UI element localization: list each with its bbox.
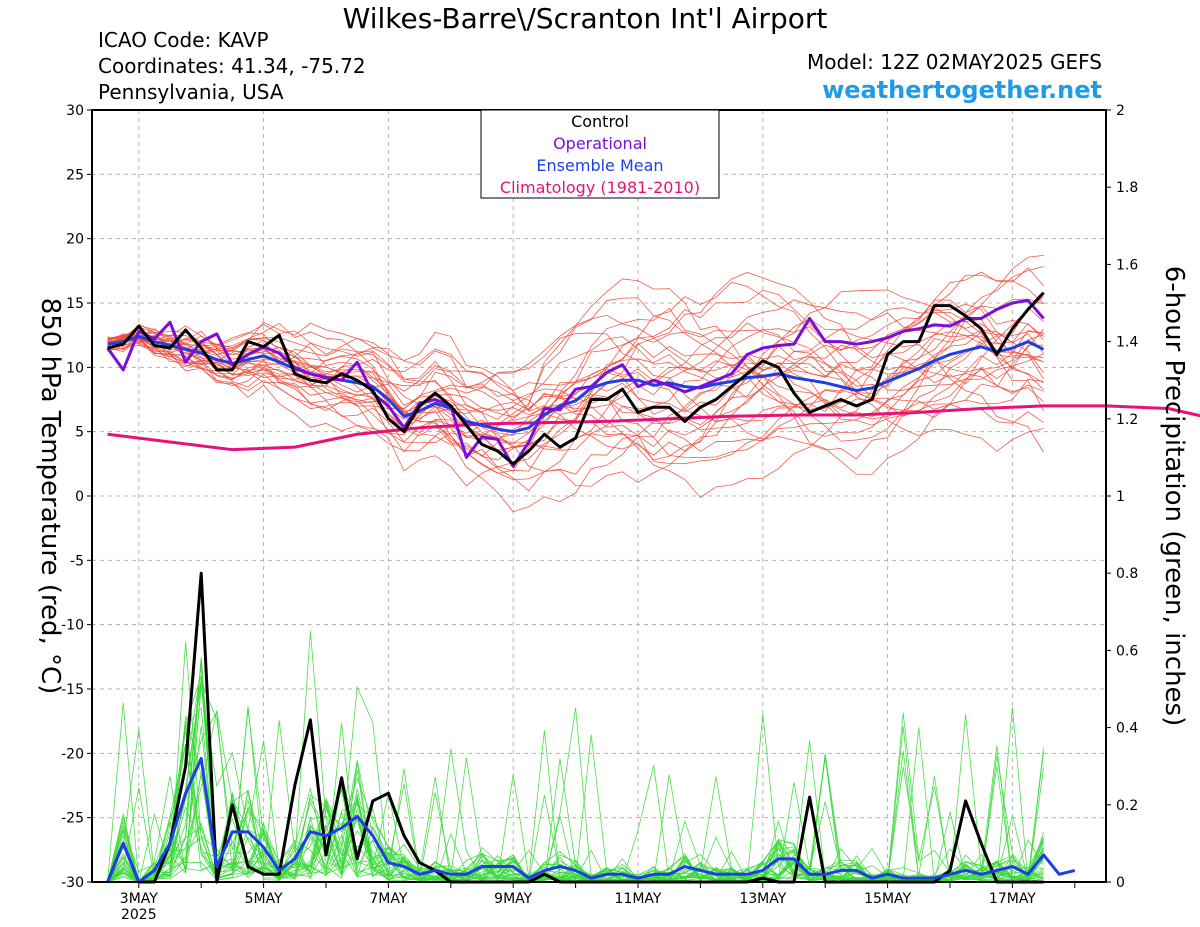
tick-label-left: -30: [61, 875, 84, 891]
legend-entry: Ensemble Mean: [536, 156, 663, 175]
tick-label-left: -10: [61, 618, 84, 634]
precipitation-member-line: [107, 713, 1044, 883]
precip-mean-line: [106, 756, 1076, 884]
tick-label-right: 0.2: [1116, 798, 1138, 814]
tick-label-left: 25: [66, 167, 84, 183]
tick-label-left: 0: [75, 489, 84, 505]
precipitation-members: [107, 630, 1044, 883]
tick-label-left: -25: [61, 811, 84, 827]
temp-control-line: [107, 291, 1045, 466]
precipitation-member-line: [107, 705, 1044, 883]
temperature-member-line: [107, 336, 1044, 452]
precipitation-member-line: [107, 658, 1044, 883]
tick-label-x: 17MAY: [989, 891, 1036, 907]
precipitation-member-line: [107, 666, 1044, 883]
grid-lines: [92, 110, 1106, 882]
precipitation-member-line: [107, 710, 1044, 883]
coordinates: Coordinates: 41.34, -75.72: [98, 54, 366, 78]
temperature-member-line: [107, 336, 1044, 492]
tick-label-right: 0.4: [1116, 721, 1138, 737]
temperature-member-line: [107, 299, 1044, 422]
climatology-line: [107, 404, 1200, 452]
region: Pennsylvania, USA: [98, 80, 284, 104]
tick-label-left: 15: [66, 296, 84, 312]
temp-mean-line: [107, 334, 1045, 434]
temperature-members: [107, 255, 1044, 513]
tick-label-x: 13MAY: [739, 891, 786, 907]
site-name[interactable]: weathertogether.net: [822, 76, 1102, 104]
tick-label-left: 30: [66, 103, 84, 119]
precipitation-member-line: [107, 725, 1044, 883]
tick-label-x: 9MAY: [494, 891, 532, 907]
tick-label-left: -5: [70, 553, 84, 569]
tick-label-x: 15MAY: [864, 891, 911, 907]
tick-label-x: 11MAY: [615, 891, 662, 907]
model-run: Model: 12Z 02MAY2025 GEFS: [807, 50, 1102, 74]
precipitation-member-line: [107, 706, 1044, 883]
temperature-member-line: [107, 281, 1044, 474]
tick-label-left: -15: [61, 682, 84, 698]
tick-label-left: 5: [75, 425, 84, 441]
temperature-member-line: [107, 298, 1044, 428]
temperature-member-line: [107, 289, 1044, 461]
tick-label-right: 0.6: [1116, 643, 1138, 659]
temperature-member-line: [107, 306, 1044, 437]
y-axis-label-right: 6-hour Precipitation (green, inches): [1159, 266, 1189, 726]
tick-label-right: 0.8: [1116, 566, 1138, 582]
tick-label-left: -20: [61, 746, 84, 762]
precipitation-member-line: [107, 723, 1044, 883]
precipitation-member-line: [107, 727, 1044, 883]
precipitation-member-line: [107, 659, 1044, 883]
temperature-member-line: [107, 255, 1044, 444]
legend: Control Operational Ensemble Mean Climatolo…: [480, 109, 720, 199]
main-series: [106, 291, 1200, 884]
tick-label-right: 0: [1116, 875, 1125, 891]
temperature-member-line: [107, 289, 1044, 454]
precipitation-member-line: [107, 660, 1044, 883]
temperature-member-line: [107, 266, 1044, 453]
page-title: Wilkes-Barre\/Scranton Int'l Airport: [342, 2, 828, 35]
precipitation-member-line: [107, 715, 1044, 883]
temperature-member-line: [107, 318, 1044, 487]
icao-code: ICAO Code: KAVP: [98, 28, 269, 52]
precipitation-member-line: [107, 630, 1044, 883]
y-axis-label-left: 850 hPa Temperature (red, °C): [35, 298, 65, 695]
tick-label-right: 1.4: [1116, 335, 1138, 351]
legend-entry: Operational: [553, 134, 647, 153]
tick-label-left: 20: [66, 232, 84, 248]
tick-label-x: 7MAY: [369, 891, 407, 907]
precipitation-member-line: [107, 657, 1044, 883]
legend-entry: Climatology (1981-2010): [500, 178, 700, 197]
temperature-member-line: [107, 338, 1044, 513]
precipitation-member-line: [107, 642, 1044, 883]
temperature-member-line: [107, 267, 1044, 406]
tick-label-year: 2025: [121, 907, 157, 923]
tick-label-right: 2: [1116, 103, 1125, 119]
temperature-member-line: [107, 296, 1044, 487]
tick-label-x: 3MAY: [120, 891, 158, 907]
temperature-member-line: [107, 330, 1044, 461]
legend-entry: Control: [571, 112, 629, 131]
tick-label-x: 5MAY: [245, 891, 283, 907]
precipitation-member-line: [107, 709, 1044, 883]
temperature-member-line: [107, 322, 1044, 460]
tick-label-right: 1.8: [1116, 180, 1138, 196]
precipitation-member-line: [107, 712, 1044, 883]
tick-label-right: 1: [1116, 489, 1125, 505]
tick-label-left: 10: [66, 360, 84, 376]
tick-label-right: 1.6: [1116, 257, 1138, 273]
legend-box: [480, 109, 720, 199]
tick-label-right: 1.2: [1116, 412, 1138, 428]
